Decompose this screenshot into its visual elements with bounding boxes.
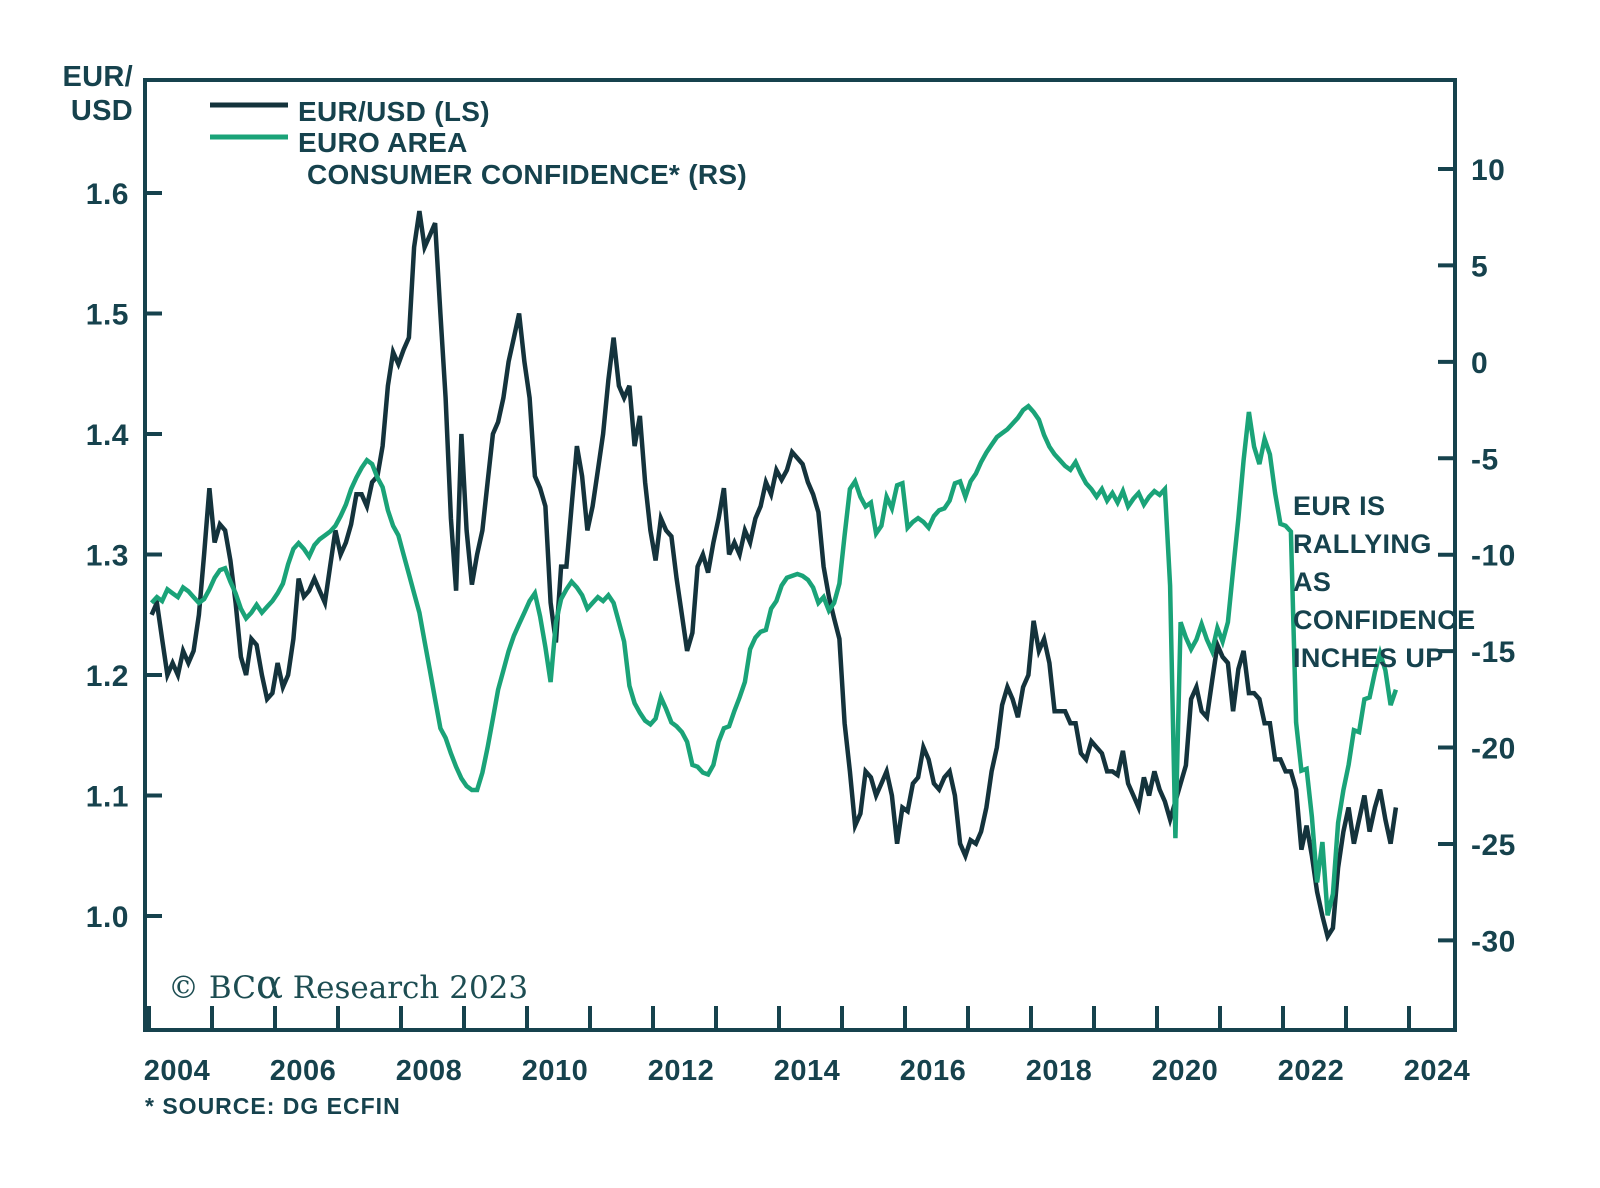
right-axis-tick-label: -20 bbox=[1471, 733, 1516, 766]
x-axis-year-label: 2008 bbox=[396, 1055, 463, 1087]
x-axis-year-label: 2006 bbox=[270, 1055, 337, 1087]
left-axis-title: EUR/ USD bbox=[63, 61, 134, 127]
axis-labels: 1.6 1.5 1.4 1.3 1.2 1.1 1.0 10 5 0 -5 -10 -15 -20 -25 -… bbox=[86, 154, 1516, 1087]
legend-label-eurusd: EUR/USD (LS) bbox=[298, 96, 490, 127]
annotation-eur-rallying: EUR IS RALLYING AS CONFIDENCE INCHES UP bbox=[1293, 491, 1476, 673]
annotation-line-5: INCHES UP bbox=[1293, 643, 1444, 673]
left-axis-tick-label: 1.2 bbox=[86, 660, 129, 693]
right-axis-tick-label: -30 bbox=[1471, 925, 1516, 958]
legend-label-confidence-line1: EURO AREA bbox=[298, 127, 468, 158]
x-axis-year-label: 2012 bbox=[648, 1055, 715, 1087]
right-axis-tick-label: -25 bbox=[1471, 829, 1516, 862]
left-axis-title-line2: USD bbox=[71, 95, 133, 127]
logo-suffix: Research 2023 bbox=[283, 970, 528, 1006]
left-axis-tick-label: 1.3 bbox=[86, 540, 129, 573]
x-axis-year-label: 2018 bbox=[1026, 1055, 1093, 1087]
x-axis-year-label: 2014 bbox=[774, 1055, 841, 1087]
left-axis-tick-label: 1.4 bbox=[86, 419, 129, 452]
series-eurusd bbox=[149, 210, 1399, 943]
annotation-line-1: EUR IS bbox=[1293, 491, 1385, 521]
legend: EUR/USD (LS) EURO AREA CONSUMER CONFIDEN… bbox=[210, 96, 747, 190]
left-axis-tick-label: 1.5 bbox=[86, 299, 129, 332]
x-axis-year-label: 2016 bbox=[900, 1055, 967, 1087]
right-axis-tick-label: 5 bbox=[1471, 250, 1488, 283]
logo-alpha-glyph: α bbox=[256, 962, 283, 1008]
legend-label-confidence-line2: CONSUMER CONFIDENCE* (RS) bbox=[307, 159, 747, 190]
left-axis-title-line1: EUR/ bbox=[63, 61, 134, 93]
right-axis-tick-label: 0 bbox=[1471, 347, 1488, 380]
axis-ticks bbox=[145, 167, 1455, 1030]
left-axis-tick-label: 1.0 bbox=[86, 901, 129, 934]
x-axis-year-label: 2004 bbox=[144, 1055, 211, 1087]
series-consumer-confidence bbox=[149, 403, 1399, 916]
right-axis-tick-label: -15 bbox=[1471, 636, 1516, 669]
right-axis-tick-label: -10 bbox=[1471, 540, 1516, 573]
bca-research-logo: © BCα Research 2023 bbox=[168, 962, 528, 1008]
series-lines bbox=[149, 210, 1399, 943]
left-axis-tick-label: 1.6 bbox=[86, 178, 129, 211]
x-axis-year-label: 2020 bbox=[1152, 1055, 1219, 1087]
right-axis-tick-label: -5 bbox=[1471, 443, 1499, 476]
left-axis-tick-label: 1.1 bbox=[86, 781, 129, 814]
logo-prefix: © BC bbox=[168, 970, 256, 1006]
source-footnote: * SOURCE: DG ECFIN bbox=[145, 1093, 401, 1119]
annotation-line-4: CONFIDENCE bbox=[1293, 605, 1476, 635]
x-axis-year-label: 2010 bbox=[522, 1055, 589, 1087]
annotation-line-3: AS bbox=[1293, 567, 1331, 597]
x-axis-year-label: 2024 bbox=[1404, 1055, 1471, 1087]
annotation-line-2: RALLYING bbox=[1293, 529, 1432, 559]
x-axis-year-label: 2022 bbox=[1278, 1055, 1345, 1087]
right-axis-tick-label: 10 bbox=[1471, 154, 1505, 187]
